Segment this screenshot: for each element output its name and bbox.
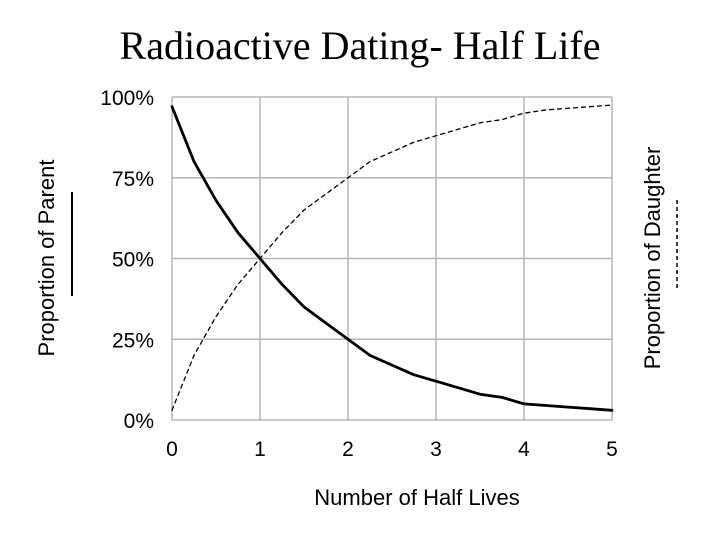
y-tick-label: 75% [112,168,154,191]
x-tick-label: 3 [430,438,442,461]
x-tick-label: 5 [606,438,618,461]
daughter-growth-line [171,104,613,411]
x-tick-label: 1 [254,438,266,461]
chart-title: Radioactive Dating- Half Life [119,23,601,68]
y-axis-label-parent: Proportion of Parent [34,160,59,357]
x-tick-label: 2 [342,438,354,461]
grid-lines [171,96,613,421]
x-tick-label: 0 [166,438,178,461]
y-tick-label: 100% [100,87,154,110]
x-tick-label: 4 [518,438,530,461]
y-tick-label: 25% [112,329,154,352]
x-axis-label: Number of Half Lives [314,485,519,510]
tick-labels: 0 1 2 3 4 50%25%50%75%100% [100,87,618,461]
series-lines [170,104,614,412]
y-axis-label-daughter: Proportion of Daughter [640,147,665,370]
parent-decay-line [170,105,614,412]
y-tick-label: 0% [124,410,154,433]
y-tick-label: 50% [112,249,154,272]
